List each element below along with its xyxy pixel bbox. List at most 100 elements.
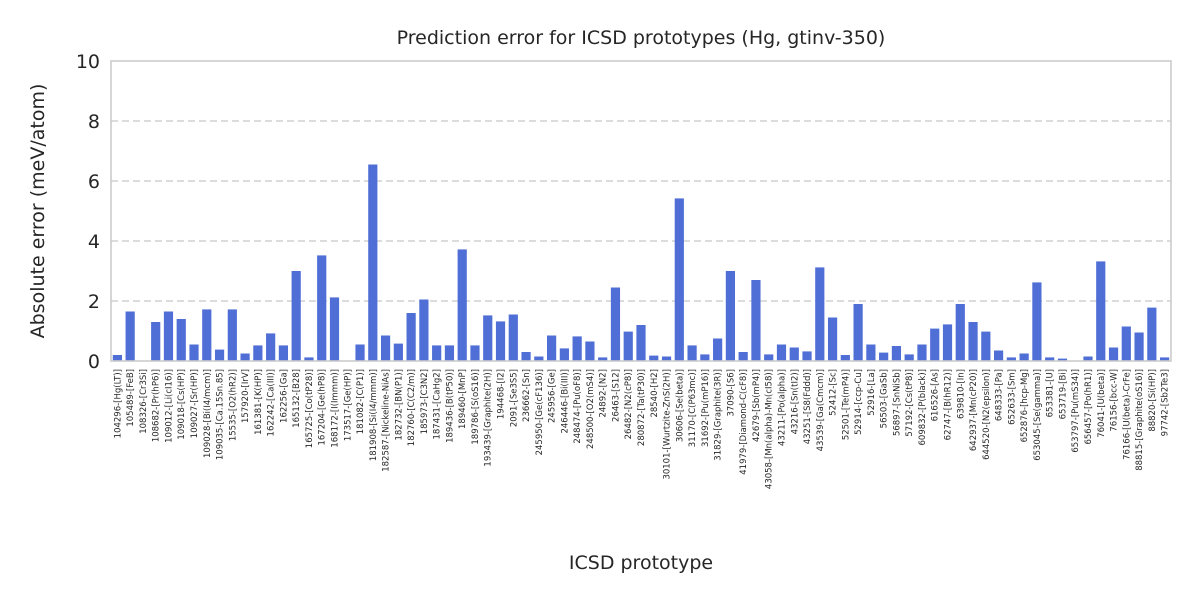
x-tick-label: 194468-[I2] [497, 369, 507, 419]
bar [483, 315, 493, 361]
bar [266, 333, 276, 361]
x-tick-label: 653719-[Bi] [1058, 369, 1068, 419]
chart-title: Prediction error for ICSD prototypes (Hg… [397, 27, 886, 49]
bar [661, 356, 672, 361]
bars [112, 164, 1170, 361]
plot-frame [110, 60, 1172, 362]
x-tick-label: 162242-[Ca(III)] [267, 369, 277, 436]
x-tick-label: 185973-[C3N2] [420, 369, 430, 434]
bar [202, 309, 212, 361]
gridlines [111, 120, 1171, 302]
x-tick-label: 109012-[Li(cI16)] [164, 369, 174, 443]
bar [432, 345, 442, 361]
x-tick-label: 26463-[S12] [611, 369, 621, 422]
x-tick-label: 31829-[Graphite(3R)] [714, 369, 724, 461]
bar [930, 328, 940, 361]
bar [444, 345, 455, 361]
x-tick-label: 639810-[In] [956, 369, 966, 419]
bar [687, 345, 697, 361]
bar [1096, 261, 1106, 361]
bar [189, 344, 199, 361]
x-tick-label: 189786-[S(oS16)] [471, 369, 481, 445]
x-tick-label: 76041-[U(beta)] [1097, 369, 1107, 438]
bar [879, 352, 889, 361]
bar [993, 350, 1004, 361]
x-tick-label: 88815-[Graphite(oS16)] [1135, 369, 1145, 471]
bar [380, 335, 391, 361]
y-tick-label: 2 [88, 291, 100, 313]
x-tick-label: 165132-[B28] [292, 369, 302, 428]
x-tick-label: 52412-[Sc] [829, 369, 839, 416]
bar [802, 351, 812, 361]
x-tick-label: 182587-[Nickeline-NiAs] [382, 369, 392, 472]
x-tick-label: 26482-[N2(cP8)] [624, 369, 634, 439]
x-tick-label: 56897-[SnNiSb] [892, 369, 902, 436]
bar [598, 357, 608, 361]
x-tick-label: 88820-[Si(HP)] [1148, 369, 1158, 432]
x-tick-label: 30606-[Se(beta)] [675, 369, 685, 442]
bar [840, 355, 850, 361]
y-tick-label: 0 [88, 351, 100, 373]
bar [521, 352, 531, 361]
bar [1057, 358, 1068, 361]
x-tick-label: 31692-[Pu(mP16)] [701, 369, 711, 447]
x-tick-label: 245956-[Ge] [548, 369, 558, 423]
x-tick-label: 57192-[Cs(tP8)] [905, 369, 915, 437]
x-tick-label: 43251-[S8(Fddd)] [803, 369, 813, 444]
x-tick-label: 162256-[Ga] [279, 369, 289, 423]
bar [789, 347, 799, 361]
x-tick-label: 62747-[B(hR12)] [944, 369, 954, 440]
x-tick-label: 37090-[S6] [726, 369, 736, 417]
x-tick-label: 43216-[Sn(tI2)] [790, 369, 800, 434]
bar [214, 349, 225, 361]
bar [508, 314, 518, 361]
x-tick-label: 97742-[Sb2Te3] [1161, 369, 1171, 436]
bar [674, 198, 684, 361]
x-tick-label: 41979-[Diamond-C(cF8)] [739, 369, 749, 475]
x-tick-label: 109028-[Bi(I4/mcm)] [203, 369, 213, 458]
x-tick-label: 187431-[CaHg2] [433, 369, 443, 440]
bar [764, 354, 774, 361]
bar [240, 353, 250, 361]
bar [329, 297, 340, 361]
bar [419, 299, 429, 361]
x-tick-label: 109035-[Ca.15Sn.85] [216, 369, 226, 460]
x-tick-label: 248474-[Pu(oF8)] [573, 369, 583, 444]
y-tick-label: 6 [88, 171, 100, 193]
x-tick-label: 30101-[Wurtzite-ZnS(2H)] [663, 369, 673, 480]
x-tick-label: 165725-[Co(tP28)] [305, 369, 315, 448]
bar [853, 304, 863, 361]
y-axis-ticks: 0 2 4 6 8 10 [76, 51, 100, 373]
x-tick-label: 15535-[O2(hR2)] [228, 369, 238, 441]
x-tick-label: 76166-[U(beta)-CrFe] [1122, 369, 1132, 460]
bar [1045, 357, 1055, 361]
x-tick-label: 167204-[Ge(hP8)] [318, 369, 328, 446]
bar [1083, 356, 1093, 361]
y-tick-label: 8 [88, 111, 100, 133]
bar [227, 309, 237, 361]
x-tick-label: 108326-[Cr3Si] [139, 369, 149, 434]
bar [942, 324, 953, 361]
x-tick-label: 108682-[Pr(hP6)] [152, 369, 162, 442]
bar [355, 344, 365, 361]
y-tick-label: 10 [76, 51, 100, 73]
x-tick-label: 652876-[hcp-Mg] [1020, 369, 1030, 442]
x-tick-label: 656457-[Po(hR1)] [1084, 369, 1094, 445]
bar [304, 357, 314, 361]
x-tick-label: 189460-[MnP] [458, 369, 468, 429]
x-tick-label: 280872-[Ta(tP30)] [637, 369, 647, 446]
bar [981, 331, 991, 361]
bar [700, 354, 710, 361]
bar [891, 346, 902, 361]
bar [470, 345, 480, 361]
bar [163, 311, 174, 361]
bar [917, 344, 927, 361]
x-tick-label: 182760-[C(C2/m)] [407, 369, 417, 446]
bar [176, 319, 186, 361]
x-tick-label: 168172-[I(Immm)] [330, 369, 340, 448]
x-tick-label: 182732-[BN(P1)] [394, 369, 404, 441]
x-tick-label: 246446-[Bi(III)] [560, 369, 570, 434]
bar [393, 343, 403, 361]
x-tick-label: 109027-[Sr(HP)] [190, 369, 200, 438]
bar [610, 287, 621, 361]
